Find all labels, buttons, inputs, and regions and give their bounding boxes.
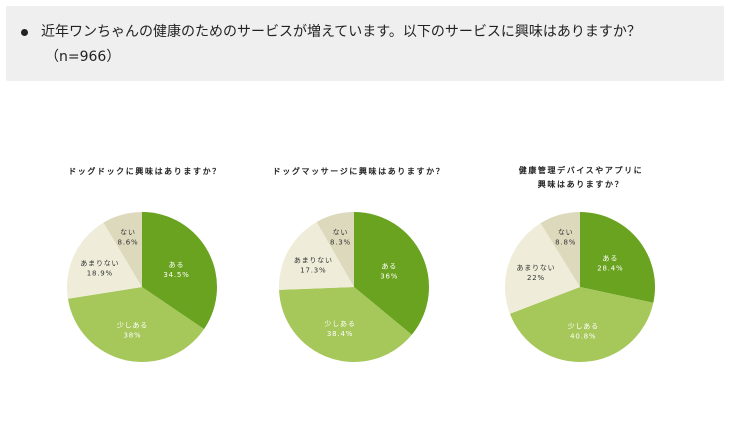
- slice-value-nai: 8.3%: [330, 238, 351, 246]
- pie-slice-amari: [279, 221, 354, 290]
- chart-title-2: ドッグマッサージに興味はありますか？: [272, 167, 446, 176]
- pie-slice-sukoshi: [279, 287, 412, 362]
- slice-value-sukoshi: 38.4%: [327, 330, 353, 338]
- question-text: 近年ワンちゃんの健康のためのサービスが増えています。以下のサービスに興味はありま…: [41, 24, 641, 40]
- pie-chart-3: ある 28.4% 少しある 40.8% あまりない 22% ない 8.8%: [505, 212, 655, 362]
- chart-title-3: 健康管理デバイスやアプリに 興味はありますか？: [518, 166, 644, 189]
- slice-label-amari: あまりない: [294, 256, 333, 264]
- chart-title-1: ドッグドックに興味はありますか？: [68, 167, 222, 176]
- pie-slice-nai: [103, 212, 142, 287]
- pie-slice-aru: [580, 212, 655, 303]
- slice-label-aru: ある: [169, 261, 185, 269]
- pie-chart-1: ある 34.5% 少しある 38% あまりない 18.9% ない 8.6%: [67, 212, 217, 362]
- slice-label-nai: ない: [333, 228, 349, 236]
- slice-label-sukoshi: 少しある: [117, 321, 148, 329]
- bullet-icon: [21, 29, 28, 36]
- slice-value-aru: 36%: [380, 272, 398, 280]
- slice-value-aru: 34.5%: [163, 271, 189, 279]
- slice-label-amari: あまりない: [80, 259, 119, 267]
- slice-label-nai: ない: [558, 228, 574, 236]
- slice-label-sukoshi: 少しある: [324, 320, 355, 328]
- question-box: 近年ワンちゃんの健康のためのサービスが増えています。以下のサービスに興味はありま…: [6, 6, 724, 81]
- slice-label-nai: ない: [120, 228, 136, 236]
- slice-label-aru: ある: [603, 255, 619, 263]
- pie-slice-aru: [142, 212, 217, 330]
- slice-label-sukoshi: 少しある: [568, 322, 599, 330]
- slice-value-sukoshi: 40.8%: [570, 332, 596, 340]
- pie-slice-nai: [316, 212, 354, 287]
- pie-slice-sukoshi: [509, 287, 654, 362]
- pie-slice-aru: [354, 212, 429, 335]
- pie-slice-amari: [67, 222, 142, 299]
- slice-label-amari: あまりない: [516, 264, 555, 272]
- slice-value-nai: 8.6%: [117, 238, 138, 246]
- slice-value-aru: 28.4%: [597, 265, 623, 273]
- slice-value-sukoshi: 38%: [124, 331, 142, 339]
- slice-value-nai: 8.8%: [555, 238, 576, 246]
- slice-value-amari: 22%: [527, 274, 545, 282]
- slice-value-amari: 18.9%: [87, 269, 113, 277]
- slice-label-aru: ある: [381, 262, 397, 270]
- sample-size: （n=966）: [45, 49, 121, 65]
- pie-slice-sukoshi: [67, 287, 205, 362]
- pie-slice-amari: [505, 223, 580, 314]
- pie-slice-nai: [540, 212, 580, 287]
- pie-chart-2: ある 36% 少しある 38.4% あまりない 17.3% ない 8.3%: [279, 212, 429, 362]
- slice-value-amari: 17.3%: [300, 266, 326, 274]
